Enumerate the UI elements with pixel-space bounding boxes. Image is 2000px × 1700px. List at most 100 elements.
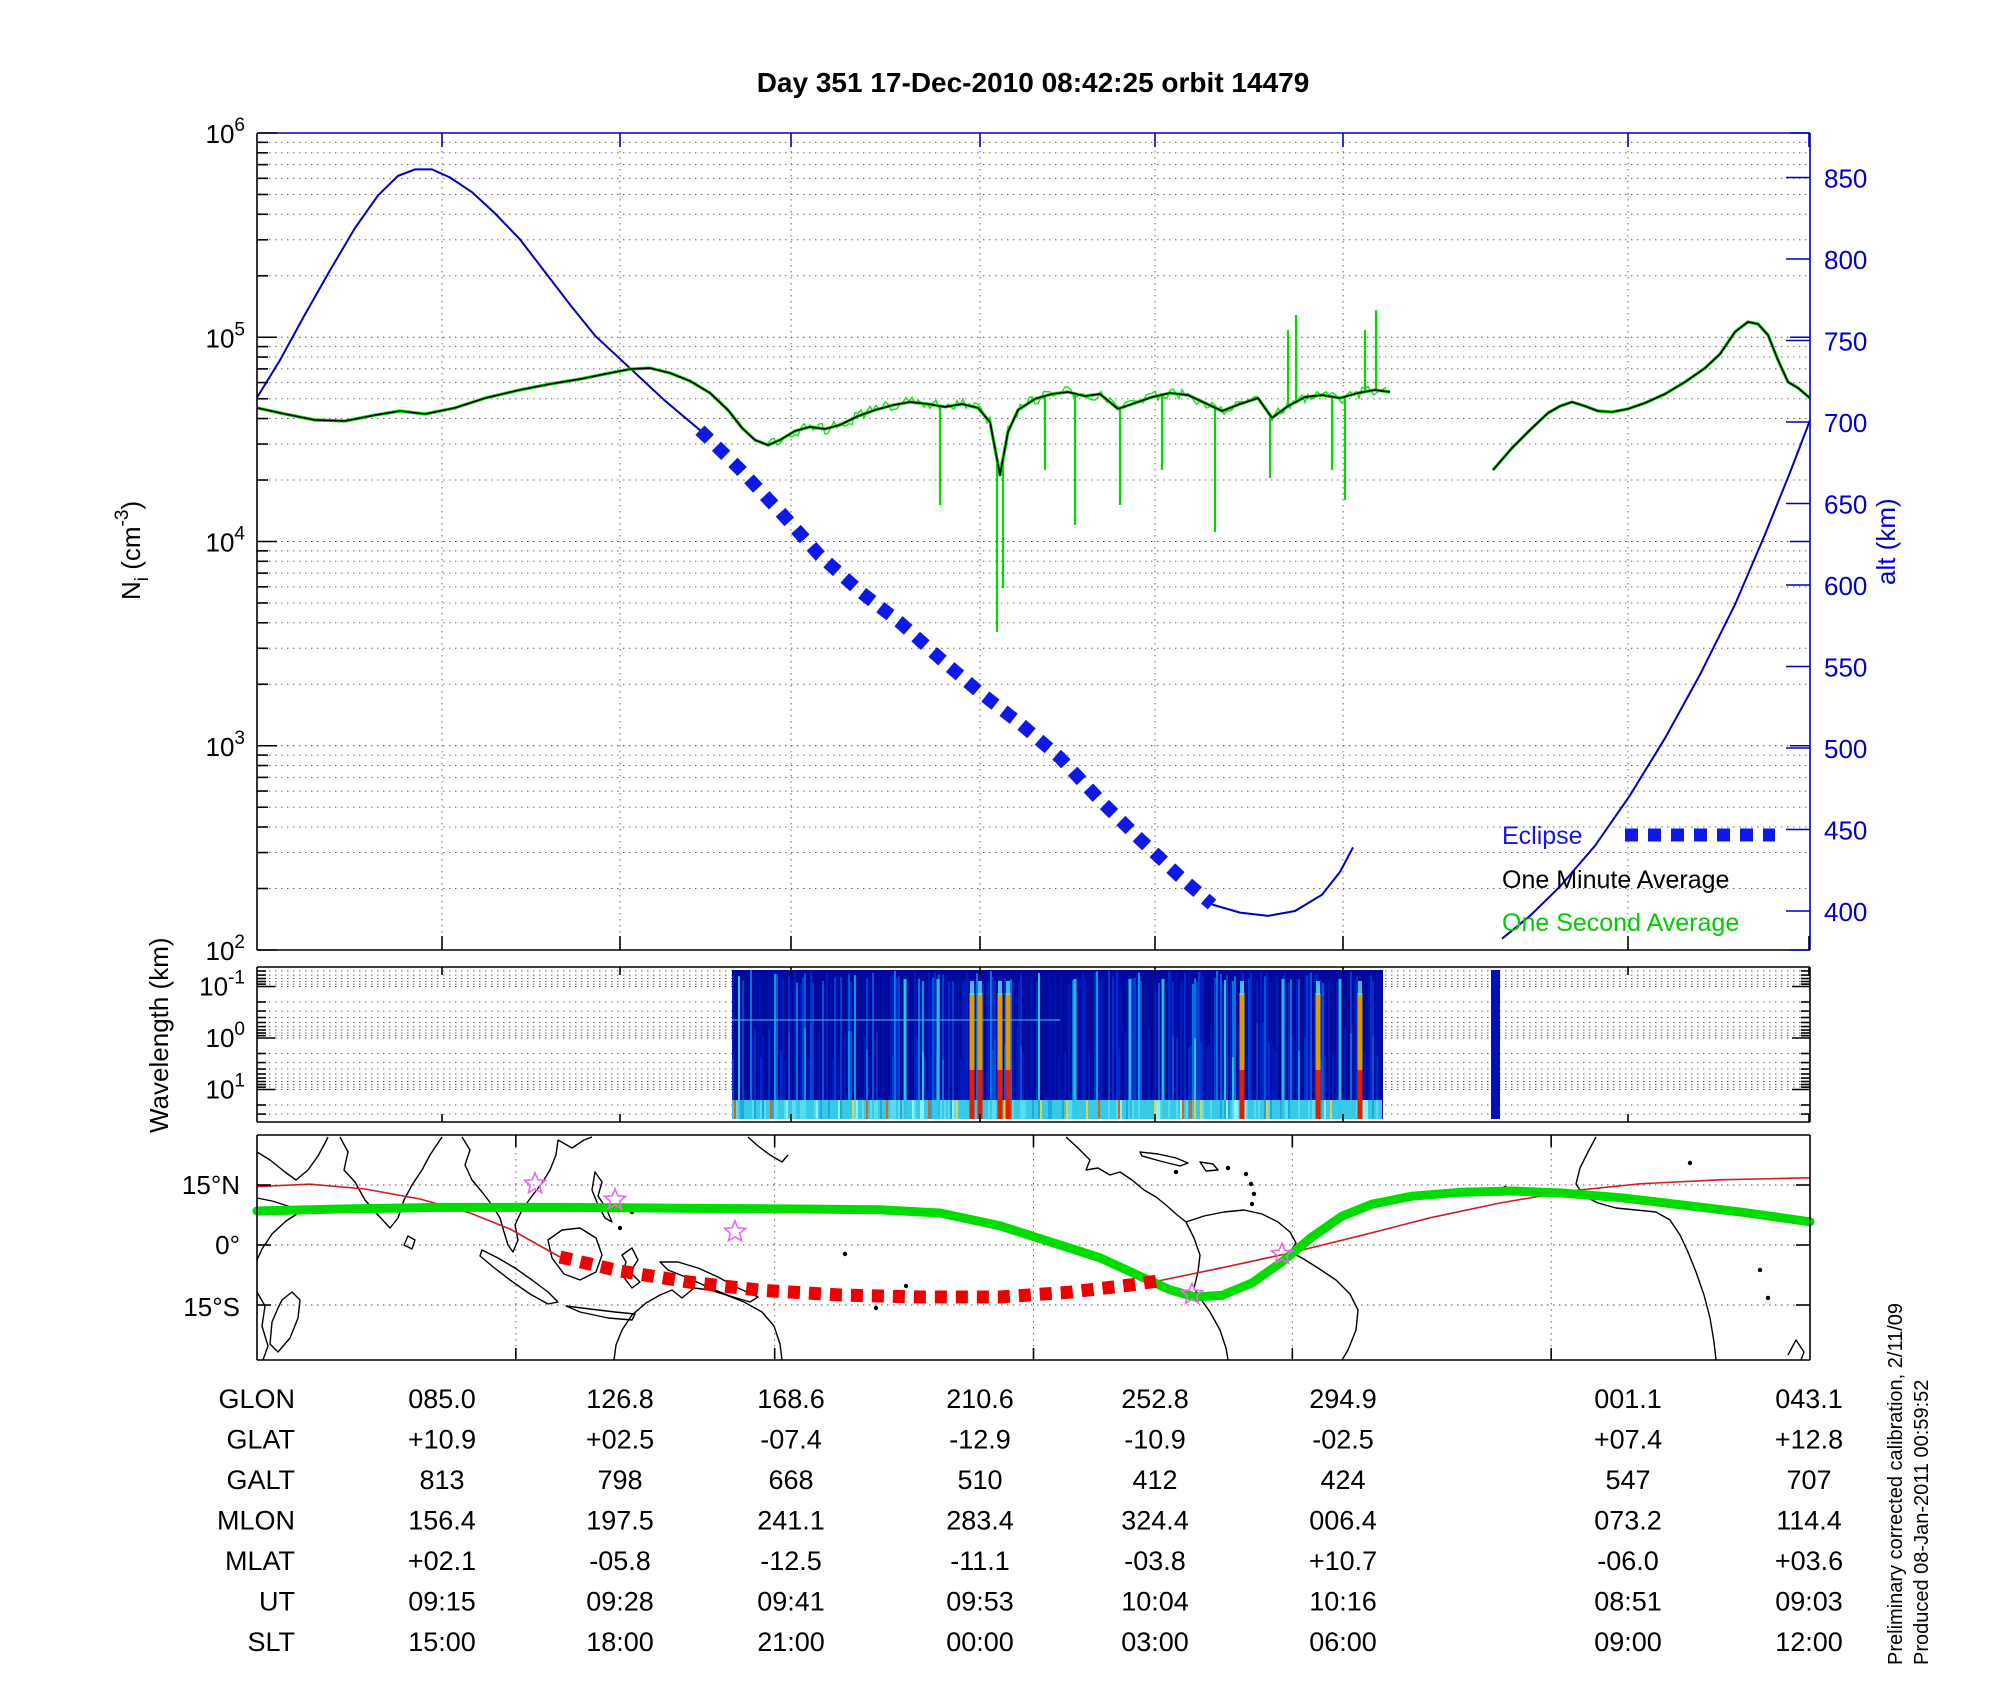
legend-one-second-label: One Second Average	[1502, 909, 1739, 937]
table-cell: +02.5	[586, 1425, 654, 1455]
table-cell: 412	[1132, 1465, 1177, 1495]
table-cell: +10.9	[408, 1425, 476, 1455]
table-cell: -03.8	[1124, 1546, 1186, 1576]
map-tick-15s: 15°S	[183, 1292, 240, 1322]
table-cell: -05.8	[589, 1546, 651, 1576]
axis-tick-labels: 106 105 104 103 102 850 800 750 700 650 600 550 500 4…	[199, 115, 1867, 1105]
table-cell: 08:51	[1594, 1587, 1662, 1617]
table-cell: -02.5	[1312, 1425, 1374, 1455]
map-tick-15n: 15°N	[182, 1170, 240, 1200]
alt-tick-label: 500	[1824, 734, 1867, 764]
alt-tick-label: 800	[1824, 245, 1867, 275]
table-row-label: MLAT	[225, 1546, 295, 1576]
table-cell: 283.4	[946, 1506, 1014, 1536]
table-cell: -12.9	[949, 1425, 1011, 1455]
ground-station-star	[522, 1170, 548, 1195]
top-panel-curves	[256, 168, 1812, 940]
table-row-label: GLON	[218, 1384, 295, 1414]
map-coastlines	[256, 1136, 1805, 1361]
side-note-produced: Produced 08-Jan-2011 00:59:52	[1911, 1380, 1933, 1665]
table-cell: 156.4	[408, 1506, 476, 1536]
table-cell: +02.1	[408, 1546, 476, 1576]
table-cell: 03:00	[1121, 1627, 1189, 1657]
table-cell: 09:28	[586, 1587, 654, 1617]
table-cell: 210.6	[946, 1384, 1014, 1414]
table-cell: 168.6	[757, 1384, 825, 1414]
legend-one-minute-label: One Minute Average	[1502, 866, 1729, 894]
side-note-calibration: Preliminary corrected calibration, 2/11/…	[1885, 1303, 1907, 1665]
table-cell: 114.4	[1776, 1506, 1842, 1536]
ground-station-star	[1179, 1281, 1205, 1305]
table-cell: +10.7	[1309, 1546, 1377, 1576]
table-cell: 00:00	[946, 1627, 1014, 1657]
map-grid	[257, 1135, 1810, 1360]
tick-label: 103	[206, 728, 246, 762]
table-cell: 241.1	[757, 1506, 825, 1536]
table-row-label: GALT	[226, 1465, 295, 1495]
table-cell: 09:00	[1594, 1627, 1662, 1657]
table-cell: 10:04	[1121, 1587, 1189, 1617]
tick-label: 101	[206, 1071, 246, 1105]
legend-eclipse-label: Eclipse	[1502, 822, 1583, 850]
alt-tick-label: 400	[1824, 897, 1867, 927]
tick-label: 100	[206, 1019, 246, 1053]
table-cell: 073.2	[1594, 1506, 1662, 1536]
table-cell: 12:00	[1775, 1627, 1843, 1657]
alt-tick-label: 600	[1824, 571, 1867, 601]
table-cell: +12.8	[1775, 1425, 1843, 1455]
wavelength-axis-label: Wavelength (km)	[144, 937, 174, 1133]
table-row-label: MLON	[217, 1506, 295, 1536]
table-cell: 006.4	[1309, 1506, 1377, 1536]
ephemeris-table: GLON 085.0 126.8 168.6 210.6 252.8 294.9 001.1 0…	[217, 1384, 1843, 1657]
alt-tick-label: 450	[1824, 816, 1867, 846]
table-cell: 197.5	[586, 1506, 654, 1536]
alt-tick-label: 750	[1824, 327, 1867, 357]
table-cell: 09:41	[757, 1587, 825, 1617]
panel-frames	[256, 132, 1811, 1361]
table-cell: 798	[597, 1465, 642, 1495]
table-cell: 424	[1320, 1465, 1365, 1495]
table-cell: 06:00	[1309, 1627, 1377, 1657]
table-cell: 813	[419, 1465, 464, 1495]
table-cell: 18:00	[586, 1627, 654, 1657]
spectrogram-heatmap	[732, 970, 1500, 1119]
alt-tick-label: 700	[1824, 408, 1867, 438]
table-cell: 668	[768, 1465, 813, 1495]
table-cell: +03.6	[1775, 1546, 1843, 1576]
ground-station-star	[722, 1218, 748, 1243]
table-cell: -06.0	[1597, 1546, 1659, 1576]
tick-label: 105	[206, 319, 246, 353]
table-cell: 09:03	[1775, 1587, 1843, 1617]
table-cell: 085.0	[408, 1384, 476, 1414]
axis-ticks	[257, 132, 1810, 1360]
table-cell: 126.8	[586, 1384, 654, 1414]
table-cell: 707	[1786, 1465, 1831, 1495]
map-ground-tracks	[252, 1170, 1815, 1305]
table-cell: 510	[957, 1465, 1002, 1495]
map-tick-0: 0°	[215, 1230, 240, 1260]
table-cell: -10.9	[1124, 1425, 1186, 1455]
table-cell: 001.1	[1594, 1384, 1662, 1414]
table-cell: 15:00	[408, 1627, 476, 1657]
table-row-label: SLT	[247, 1627, 295, 1657]
table-cell: 09:53	[946, 1587, 1014, 1617]
table-cell: 324.4	[1121, 1506, 1189, 1536]
tick-label: 106	[206, 115, 246, 149]
tick-label: 102	[206, 932, 246, 966]
table-row-label: UT	[259, 1587, 295, 1617]
table-cell: 547	[1605, 1465, 1650, 1495]
alt-tick-label: 650	[1824, 490, 1867, 520]
table-cell: 10:16	[1309, 1587, 1377, 1617]
top-panel-grid	[257, 132, 1810, 951]
table-cell: +07.4	[1594, 1425, 1662, 1455]
tick-label: 104	[206, 524, 246, 558]
ni-axis-label: Ni (cm-3)	[112, 501, 153, 600]
table-cell: 252.8	[1121, 1384, 1189, 1414]
figure-title: Day 351 17-Dec-2010 08:42:25 orbit 14479	[757, 67, 1310, 98]
table-cell: 21:00	[757, 1627, 825, 1657]
table-cell: -11.1	[950, 1546, 1010, 1576]
alt-tick-label: 550	[1824, 653, 1867, 683]
table-row-label: GLAT	[226, 1425, 295, 1455]
